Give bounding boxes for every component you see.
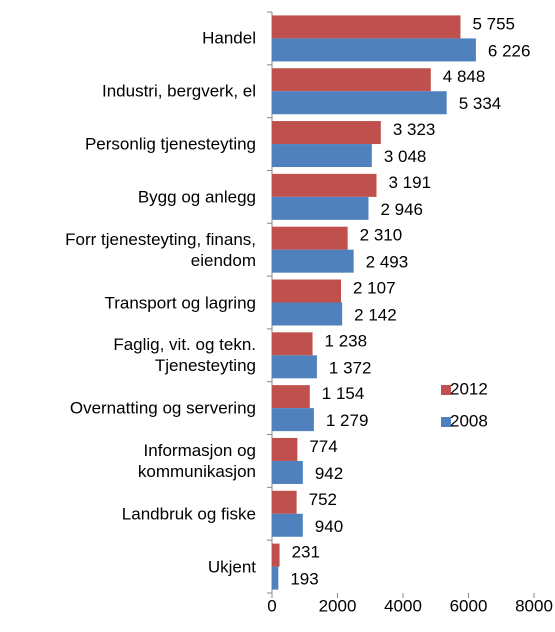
value-label: 6 226 — [488, 41, 531, 60]
bar — [272, 144, 372, 168]
value-label: 2 310 — [360, 226, 403, 245]
value-label: 1 279 — [326, 411, 369, 430]
bar — [272, 279, 342, 303]
category-label: Handel — [202, 28, 256, 48]
value-label: 5 334 — [459, 94, 502, 113]
category-label: Bygg og anlegg — [137, 187, 256, 207]
value-label: 2 142 — [354, 305, 397, 324]
value-label: 4 848 — [443, 67, 486, 86]
x-tick-label: 4000 — [384, 596, 422, 615]
x-tick-label: 6000 — [450, 596, 488, 615]
bar — [272, 249, 354, 273]
value-label: 1 154 — [322, 384, 365, 403]
value-label: 940 — [315, 517, 343, 536]
legend-swatch — [441, 385, 451, 395]
value-label: 752 — [309, 490, 337, 509]
bar — [272, 408, 314, 432]
category-label: Informasjon og kommunikasjon — [137, 440, 256, 481]
value-label: 3 323 — [393, 120, 436, 139]
legend-label: 2008 — [450, 411, 488, 430]
value-label: 942 — [315, 464, 343, 483]
value-label: 774 — [309, 437, 337, 456]
value-label: 2 493 — [366, 253, 409, 272]
bar — [272, 513, 303, 537]
category-label: Forr tjenesteyting, finans, eiendom — [65, 229, 256, 270]
category-label: Ukjent — [207, 557, 256, 577]
category-label: Personlig tjenesteyting — [84, 134, 256, 154]
bar — [272, 226, 348, 250]
value-label: 2 107 — [353, 278, 396, 297]
x-tick-label: 0 — [267, 596, 276, 615]
bar — [272, 543, 280, 567]
bar — [272, 173, 377, 197]
category-label: Transport og lagring — [104, 293, 256, 312]
category-label: Faglig, vit. og tekn. Tjenesteyting — [113, 335, 256, 376]
bar — [272, 302, 343, 326]
bar — [272, 437, 298, 461]
value-label: 3 048 — [384, 147, 427, 166]
category-label: Industri, bergverk, el — [101, 81, 256, 101]
value-label: 1 238 — [325, 331, 368, 350]
category-label: Landbruk og fiske — [121, 504, 256, 524]
bar — [272, 490, 297, 514]
bar — [272, 15, 461, 39]
bar — [272, 38, 476, 62]
bar — [272, 385, 310, 409]
category-label: Overnatting og servering — [69, 398, 256, 418]
bar — [272, 566, 279, 590]
x-tick-label: 2000 — [319, 596, 357, 615]
bar — [272, 460, 303, 484]
bar — [272, 68, 431, 92]
legend-swatch — [441, 417, 451, 427]
bar — [272, 91, 447, 115]
value-label: 2 946 — [380, 200, 423, 219]
bar — [272, 121, 381, 145]
bar — [272, 332, 313, 356]
x-tick-label: 8000 — [515, 596, 553, 615]
value-label: 5 755 — [472, 14, 515, 33]
bar — [272, 196, 369, 220]
value-label: 193 — [290, 570, 318, 589]
bar — [272, 355, 317, 379]
value-label: 231 — [292, 543, 320, 562]
legend-label: 2012 — [450, 379, 488, 398]
value-label: 3 191 — [389, 173, 432, 192]
value-label: 1 372 — [329, 358, 372, 377]
